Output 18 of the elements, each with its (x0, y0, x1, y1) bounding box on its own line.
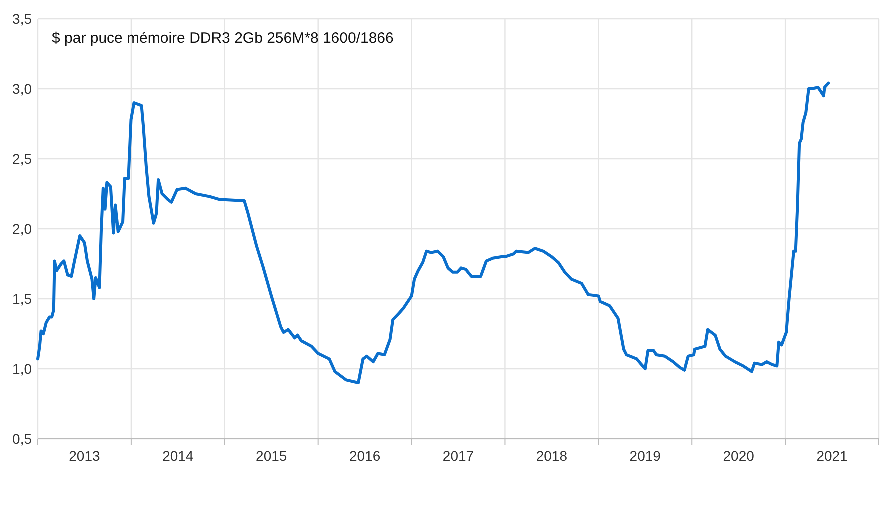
x-tick-label: 2016 (349, 448, 381, 464)
x-tick-label: 2019 (630, 448, 662, 464)
y-tick-label: 3,5 (12, 10, 32, 27)
y-tick-label: 2,5 (12, 150, 32, 167)
x-tick-label: 2018 (536, 448, 568, 464)
y-tick-label: 0,5 (12, 430, 32, 447)
x-tick-label: 2021 (816, 448, 848, 464)
x-tick-label: 2014 (162, 448, 194, 464)
text: $ par puce mémoire DDR3 2Gb 256M*8 1600/1866 (52, 30, 394, 47)
y-tick-label: 3,0 (12, 80, 32, 97)
line-series (36, 82, 830, 384)
x-tick-label: 2020 (723, 448, 755, 464)
y-tick-label: 1,0 (12, 360, 32, 377)
y-tick-label: 2,0 (12, 220, 32, 237)
x-tick-label: 2013 (69, 448, 100, 464)
y-tick-label: 1,5 (12, 290, 32, 307)
x-tick-label: 2015 (256, 448, 288, 464)
x-tick-label: 2017 (442, 448, 474, 464)
